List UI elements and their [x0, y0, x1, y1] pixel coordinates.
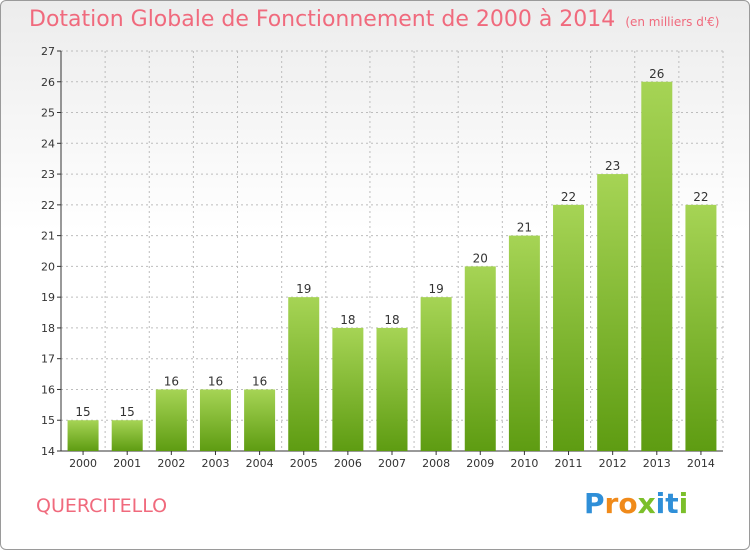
x-tick-label: 2011	[555, 457, 583, 470]
x-tick-label: 2003	[201, 457, 229, 470]
x-tick-label: 2006	[334, 457, 362, 470]
bar	[420, 297, 452, 451]
bar-value-label: 16	[164, 374, 179, 388]
x-tick-label: 2014	[687, 457, 715, 470]
bar-value-label: 23	[605, 159, 620, 173]
bar-value-label: 20	[473, 251, 488, 265]
y-tick-label: 17	[41, 353, 55, 366]
chart-title: Dotation Globale de Fonctionnement de 20…	[29, 7, 719, 32]
bar	[244, 389, 276, 451]
bar	[597, 174, 629, 452]
bar	[288, 297, 320, 451]
bar-value-label: 22	[693, 190, 708, 204]
y-tick-label: 21	[41, 230, 55, 243]
y-tick-label: 26	[41, 76, 55, 89]
chart-title-text: Dotation Globale de Fonctionnement de 20…	[29, 7, 616, 32]
y-tick-label: 23	[41, 168, 55, 181]
bar-value-label: 19	[296, 282, 311, 296]
bar	[199, 389, 231, 451]
y-tick-label: 16	[41, 383, 55, 396]
x-tick-label: 2002	[157, 457, 185, 470]
x-tick-label: 2001	[113, 457, 141, 470]
x-tick-label: 2005	[290, 457, 318, 470]
bar-value-label: 18	[384, 313, 399, 327]
x-tick-label: 2013	[643, 457, 671, 470]
x-tick-label: 2007	[378, 457, 406, 470]
x-tick-label: 2004	[246, 457, 274, 470]
bar-value-label: 15	[120, 405, 135, 419]
bar	[111, 420, 143, 451]
x-tick-label: 2000	[69, 457, 97, 470]
x-tick-label: 2010	[510, 457, 538, 470]
y-tick-label: 15	[41, 414, 55, 427]
bar-value-label: 15	[75, 405, 90, 419]
y-tick-label: 19	[41, 291, 55, 304]
chart-subtitle: (en milliers d'€)	[625, 15, 720, 29]
y-tick-label: 25	[41, 107, 55, 120]
y-tick-label: 24	[41, 137, 55, 150]
bar-value-label: 22	[561, 190, 576, 204]
bar	[332, 327, 364, 451]
y-tick-label: 20	[41, 260, 55, 273]
bar-value-label: 16	[208, 374, 223, 388]
bar-value-label: 16	[252, 374, 267, 388]
labels: 14 15 16 17 18 19 20 21 22 23 24 25 26 27 15 2000 15 2001…	[41, 45, 715, 470]
bars	[67, 81, 717, 452]
bar	[685, 204, 717, 451]
bar	[508, 235, 540, 451]
bar-value-label: 21	[517, 221, 532, 235]
bar	[376, 327, 408, 451]
bar	[641, 81, 673, 452]
x-tick-label: 2009	[466, 457, 494, 470]
y-tick-label: 22	[41, 199, 55, 212]
bar	[67, 420, 99, 451]
bar	[155, 389, 187, 451]
commune-name: QUERCITELLO	[36, 495, 168, 517]
bar	[464, 266, 496, 451]
y-tick-label: 27	[41, 45, 55, 58]
x-tick-label: 2008	[422, 457, 450, 470]
y-tick-label: 14	[41, 445, 55, 458]
bar-value-label: 18	[340, 313, 355, 327]
x-tick-label: 2012	[599, 457, 627, 470]
bar-value-label: 26	[649, 67, 664, 81]
proxiti-logo: Proxiti	[584, 487, 689, 520]
bar	[553, 204, 585, 451]
y-tick-label: 18	[41, 322, 55, 335]
bar-value-label: 19	[428, 282, 443, 296]
